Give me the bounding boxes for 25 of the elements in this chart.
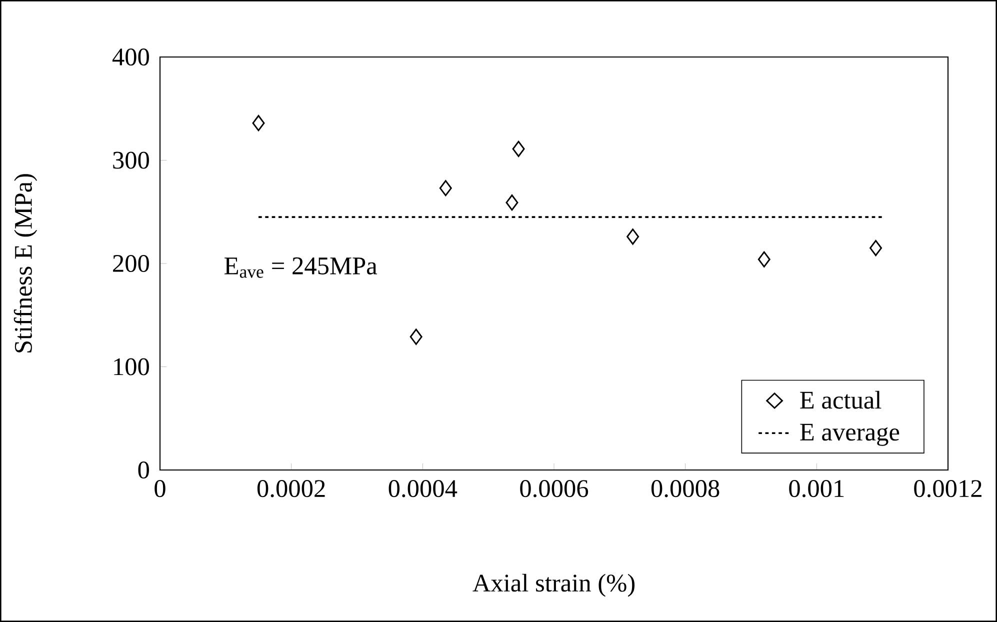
legend-label: E average: [800, 424, 900, 446]
point: [870, 240, 882, 256]
point: [626, 228, 640, 245]
point: [512, 140, 525, 157]
x-tick-label: 0.0006: [520, 480, 588, 498]
y-tick-label: 300: [113, 152, 149, 169]
x-tick-label: 0.0012: [914, 480, 982, 498]
x-tick-label: 0.0002: [257, 480, 325, 498]
legend-label: E actual: [800, 390, 882, 409]
point: [758, 251, 770, 268]
point: [410, 328, 422, 345]
y-axis-title: Stiffness E (MPa): [14, 174, 38, 352]
y-tick-label: 0: [138, 461, 149, 479]
x-tick-label: 0: [154, 480, 166, 498]
x-tick-label: 0.0004: [388, 480, 458, 498]
point: [439, 180, 452, 196]
y-tick-label: 100: [114, 358, 149, 376]
x-axis-title: Axial strain (%): [472, 574, 634, 597]
y-tick-label: 400: [112, 48, 149, 66]
x-tick-label: 0.001: [789, 480, 844, 498]
x-tick-label: 0.0008: [651, 480, 720, 498]
y-tick-label: 200: [113, 254, 149, 272]
point: [506, 194, 518, 211]
point: [252, 115, 265, 132]
annotation: E$_{ave}$ = 245MPa: [224, 257, 378, 278]
